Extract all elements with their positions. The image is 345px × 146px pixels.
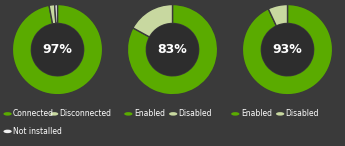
Text: 97%: 97% <box>42 43 72 56</box>
Wedge shape <box>127 5 218 95</box>
Wedge shape <box>133 5 172 37</box>
Text: Disabled: Disabled <box>286 109 319 118</box>
Text: Disabled: Disabled <box>179 109 212 118</box>
Circle shape <box>31 24 84 76</box>
Circle shape <box>261 24 314 76</box>
Wedge shape <box>55 5 58 24</box>
Text: Connected: Connected <box>13 109 54 118</box>
Text: 83%: 83% <box>158 43 187 56</box>
Wedge shape <box>49 5 56 24</box>
Text: Disconnected: Disconnected <box>60 109 112 118</box>
Wedge shape <box>268 5 287 26</box>
Text: Not installed: Not installed <box>13 127 62 136</box>
Circle shape <box>146 24 199 76</box>
Text: Enabled: Enabled <box>241 109 272 118</box>
Wedge shape <box>243 5 333 95</box>
Wedge shape <box>12 5 102 95</box>
Text: 93%: 93% <box>273 43 302 56</box>
Text: Enabled: Enabled <box>134 109 165 118</box>
